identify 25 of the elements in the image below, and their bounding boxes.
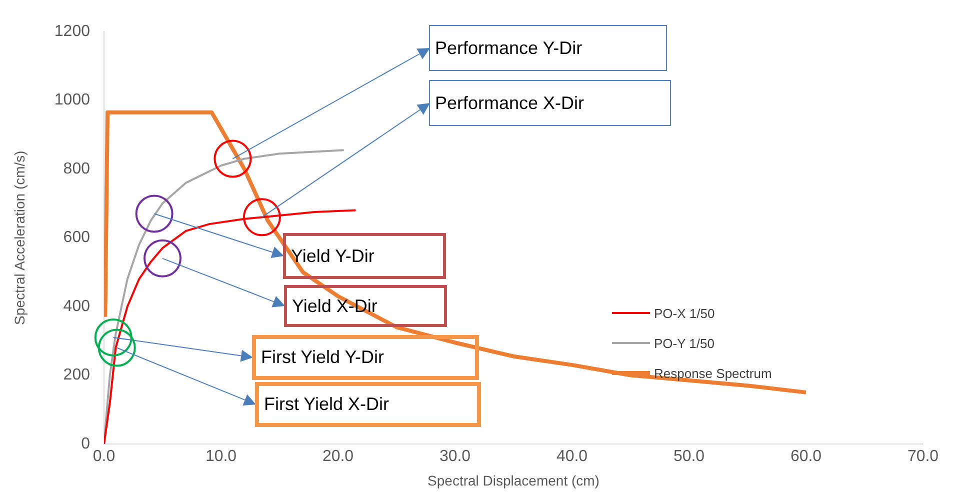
annotation: First Yield X-Dir xyxy=(264,394,390,415)
legend-label: PO-X 1/50 xyxy=(654,306,715,320)
x-tick-label: 70.0 xyxy=(907,448,939,466)
y-tick-label: 0 xyxy=(81,435,90,452)
annotation: First Yield Y-Dir xyxy=(261,347,384,368)
x-tick-label: 40.0 xyxy=(556,448,588,466)
y-tick-label: 800 xyxy=(63,160,90,178)
x-tick-label: 50.0 xyxy=(673,448,705,466)
annotation: Yield Y-Dir xyxy=(291,246,374,266)
legend-label: Response Spectrum xyxy=(654,366,772,380)
y-tick-label: 600 xyxy=(63,229,90,246)
y-tick-label: 1200 xyxy=(54,23,90,40)
x-axis-title: Spectral Displacement (cm) xyxy=(428,472,600,488)
annotation: Performance Y-Dir xyxy=(435,38,582,58)
x-tick-label: 10.0 xyxy=(205,448,237,466)
y-axis-title: Spectral Acceleration (cm/s) xyxy=(11,150,28,325)
annotation: Performance X-Dir xyxy=(435,92,584,114)
y-tick-label: 400 xyxy=(63,298,90,315)
x-tick-label: 0.0 xyxy=(92,448,116,466)
y-tick-label: 1000 xyxy=(54,92,90,109)
y-tick-label: 200 xyxy=(63,366,90,384)
x-tick-label: 30.0 xyxy=(439,448,471,466)
legend-label: PO-Y 1/50 xyxy=(654,336,714,350)
x-tick-label: 20.0 xyxy=(322,448,354,466)
x-tick-label: 60.0 xyxy=(790,448,822,466)
